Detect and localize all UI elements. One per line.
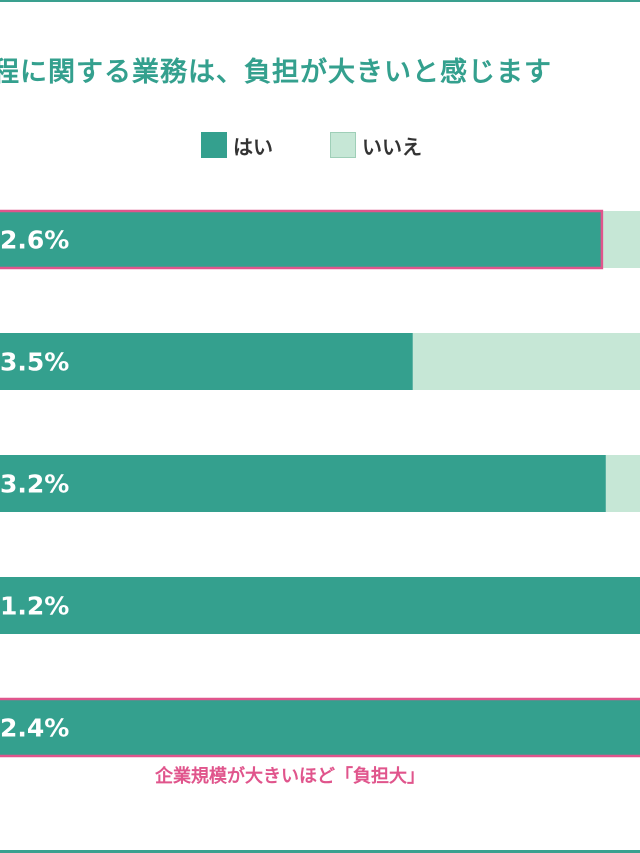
data-label-3: 3.2%	[0, 470, 69, 499]
bar-no-1	[601, 211, 640, 268]
legend-swatch-no	[330, 132, 356, 158]
top-border	[0, 0, 640, 2]
legend-swatch-yes	[201, 132, 227, 158]
chart-title: 程に関する業務は、負担が大きいと感じます	[0, 57, 552, 88]
legend-item-yes: はい	[201, 130, 273, 160]
data-label-5: 2.4%	[0, 714, 69, 743]
bar-yes-1	[0, 211, 602, 268]
data-label-1: 2.6%	[0, 226, 69, 255]
highlight-outline-1	[0, 209, 604, 270]
bar-yes-4	[0, 577, 640, 634]
data-label-4: 1.2%	[0, 592, 69, 621]
data-label-2: 3.5%	[0, 348, 69, 377]
bar-no-3	[605, 455, 640, 512]
bar-no-2	[412, 333, 640, 390]
annotation: 企業規模が大きいほど「負担大」	[155, 766, 425, 787]
bar-yes-5	[0, 699, 640, 756]
legend: はい いいえ	[0, 130, 640, 160]
bar-yes-2	[0, 333, 413, 390]
bar-yes-3	[0, 455, 606, 512]
bottom-border	[0, 850, 640, 853]
legend-label-no: いいえ	[362, 134, 422, 159]
legend-item-no: いいえ	[330, 130, 422, 160]
legend-label-yes: はい	[233, 134, 273, 159]
highlight-outline-5	[0, 697, 640, 758]
